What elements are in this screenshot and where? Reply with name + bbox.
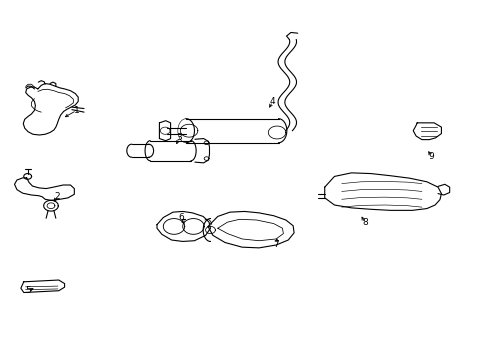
Text: 7: 7 <box>273 240 279 249</box>
Text: 3: 3 <box>176 133 182 142</box>
Text: 4: 4 <box>269 97 275 106</box>
Text: 5: 5 <box>25 286 31 295</box>
Text: 1: 1 <box>74 106 80 115</box>
Text: 8: 8 <box>362 219 367 228</box>
Text: 6: 6 <box>178 213 184 222</box>
Text: 2: 2 <box>54 192 60 201</box>
Text: 9: 9 <box>428 152 434 161</box>
